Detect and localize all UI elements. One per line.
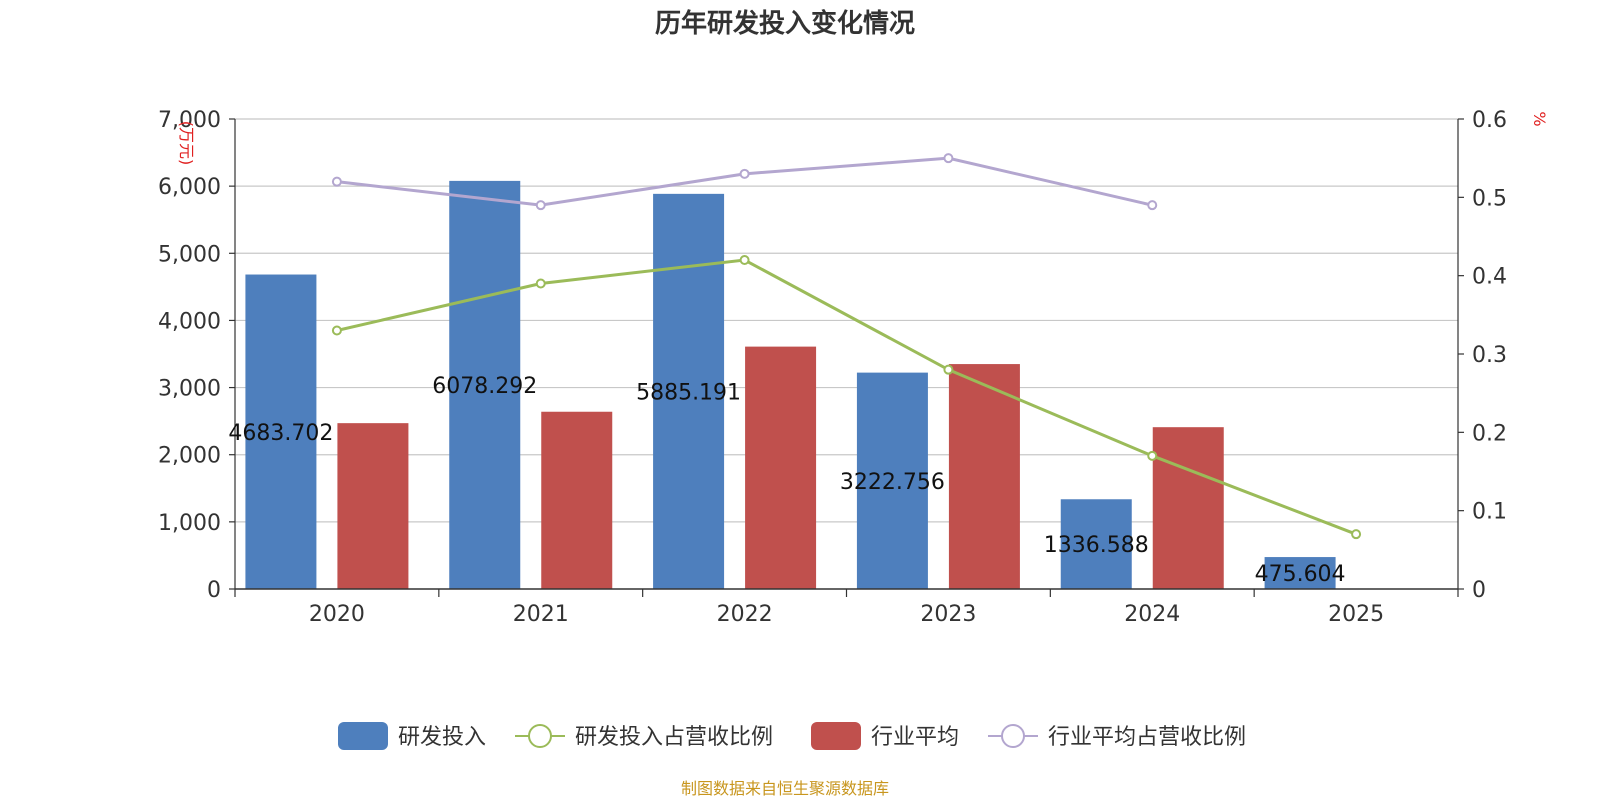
x-tick-label: 2024	[1124, 602, 1180, 627]
legend-swatch-marker	[528, 724, 552, 748]
chart-title: 历年研发投入变化情况	[655, 8, 915, 39]
ratio-point-rd	[739, 255, 750, 265]
y-left-tick-label: 5,000	[158, 242, 221, 267]
bar-industry	[1152, 427, 1224, 589]
y-right-tick-label: 0.3	[1472, 343, 1507, 368]
legend-item: 行业平均	[811, 722, 959, 750]
bar-data-label: 4683.702	[228, 421, 333, 446]
bar-data-label: 1336.588	[1044, 533, 1149, 558]
ratio-point-rd	[943, 364, 954, 375]
bar-industry	[745, 346, 817, 589]
x-tick-label: 2021	[513, 602, 569, 627]
ratio-point-industry	[1147, 200, 1158, 211]
y-left-tick-label: 3,000	[158, 377, 221, 402]
x-tick-label: 2025	[1328, 602, 1384, 627]
bar-data-label: 475.604	[1255, 562, 1346, 587]
y-right-tick-label: 0.4	[1472, 265, 1507, 290]
y-right-tick-label: 0.6	[1472, 108, 1507, 133]
ratio-point-rd	[331, 325, 342, 336]
x-tick-label: 2022	[717, 602, 773, 627]
bar-industry	[337, 423, 409, 589]
y-left-tick-label: 4,000	[158, 309, 221, 334]
legend-item: 研发投入占营收比例	[515, 724, 773, 750]
legend-label: 研发投入	[398, 725, 486, 750]
ratio-point-industry	[739, 168, 750, 179]
gridlines	[235, 118, 1458, 523]
source-note: 制图数据来自恒生聚源数据库	[681, 779, 889, 798]
y-right-tick-label: 0	[1472, 578, 1486, 603]
y-left-tick-label: 0	[207, 578, 221, 603]
ratio-point-industry	[331, 176, 342, 187]
legend-swatch-marker	[1001, 724, 1025, 748]
bar-data-label: 5885.191	[636, 380, 741, 405]
bar-industry	[541, 411, 613, 589]
ratio-point-rd	[535, 278, 546, 289]
legend-label: 行业平均	[871, 725, 959, 750]
y-left-tick-label: 6,000	[158, 175, 221, 200]
y-left-tick-label: 7,000	[158, 108, 221, 133]
bar-rd	[1060, 499, 1132, 589]
bar-rd	[856, 372, 928, 589]
axes: 0 1,000 2,000 3,000 4,000 5,000 6,000 7,000 0 0.1…	[158, 108, 1549, 627]
ratio-point-rd	[1351, 529, 1362, 540]
y-left-tick-label: 1,000	[158, 511, 221, 536]
y-right-tick-label: 0.2	[1472, 421, 1507, 446]
data-labels: 4683.702 6078.292 5885.191 3222.756 1336.588…	[228, 374, 1345, 587]
bar-rd	[1264, 557, 1336, 589]
x-tick-label: 2023	[920, 602, 976, 627]
legend-swatch-bar	[338, 722, 388, 750]
ratio-point-rd	[1147, 450, 1158, 461]
x-tick-label: 2020	[309, 602, 365, 627]
y-right-tick-label: 0.1	[1472, 500, 1507, 525]
legend-label: 研发投入占营收比例	[575, 725, 773, 750]
bar-rd	[653, 193, 725, 590]
ratio-point-industry	[535, 200, 546, 211]
bars	[245, 180, 1336, 590]
bar-data-label: 3222.756	[840, 470, 945, 495]
legend-item: 研发投入	[338, 722, 486, 750]
bar-data-label: 6078.292	[432, 374, 537, 399]
y-right-unit-label: %	[1530, 111, 1549, 126]
bar-rd	[245, 274, 317, 589]
legend: 研发投入 研发投入占营收比例 行业平均 行业平均占营收比例	[338, 722, 1246, 750]
ratio-point-industry	[943, 153, 954, 164]
y-left-tick-label: 2,000	[158, 444, 221, 469]
legend-item: 行业平均占营收比例	[988, 724, 1246, 750]
ratio-lines	[331, 153, 1362, 540]
bar-rd	[449, 180, 521, 589]
bar-industry	[948, 364, 1020, 589]
y-right-tick-label: 0.5	[1472, 186, 1507, 211]
ratio-line-rd	[336, 258, 1357, 536]
legend-label: 行业平均占营收比例	[1048, 725, 1246, 750]
y-left-unit-label: (万元)	[177, 121, 196, 166]
legend-swatch-bar	[811, 722, 861, 750]
